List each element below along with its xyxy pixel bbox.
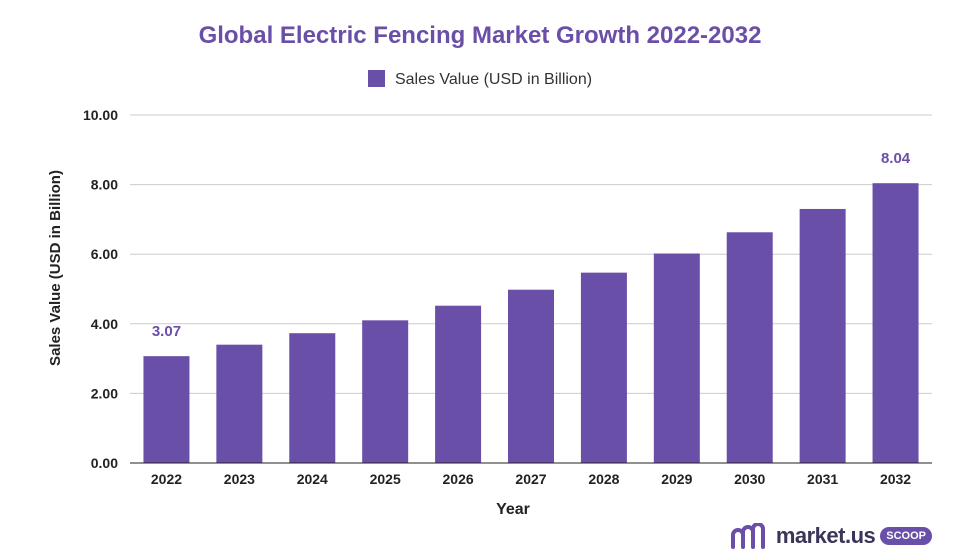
y-axis-title: Sales Value (USD in Billion) xyxy=(47,170,64,366)
x-tick-label: 2023 xyxy=(224,471,255,487)
bar-2028 xyxy=(580,272,627,463)
x-tick-label: 2027 xyxy=(515,471,546,487)
data-label: 8.04 xyxy=(881,150,911,167)
market-us-logo-icon xyxy=(730,523,765,549)
x-tick-label: 2026 xyxy=(443,471,474,487)
y-tick-label: 8.00 xyxy=(91,177,118,193)
x-tick-label: 2025 xyxy=(370,471,401,487)
y-tick-label: 2.00 xyxy=(91,385,118,401)
legend-swatch xyxy=(367,70,385,87)
x-tick-label: 2030 xyxy=(734,471,765,487)
data-labels: 3.07 8.04 xyxy=(152,150,911,340)
brand-badge: SCOOP xyxy=(880,527,932,545)
bar-2024 xyxy=(289,333,336,463)
legend: Sales Value (USD in Billion) xyxy=(0,70,960,89)
x-axis-title: Year xyxy=(496,501,530,518)
x-tick-label: 2028 xyxy=(588,471,619,487)
y-tick-label: 0.00 xyxy=(91,455,118,471)
bar-2032 xyxy=(872,183,919,463)
bars xyxy=(143,183,919,463)
bar-2031 xyxy=(799,208,846,463)
bar-2029 xyxy=(653,253,700,463)
x-tick-label: 2032 xyxy=(880,471,911,487)
bar-2023 xyxy=(216,344,263,463)
bar-2026 xyxy=(435,305,482,463)
bar-2025 xyxy=(362,320,409,463)
x-tick-label: 2031 xyxy=(807,471,838,487)
bar-2022 xyxy=(143,356,190,463)
brand-logo: market.us SCOOP xyxy=(730,522,932,550)
x-tick-label: 2029 xyxy=(661,471,692,487)
chart-title: Global Electric Fencing Market Growth 20… xyxy=(198,22,762,49)
data-label: 3.07 xyxy=(152,323,181,340)
legend-label: Sales Value (USD in Billion) xyxy=(394,71,593,88)
x-axis-ticks: 2022 2023 2024 2025 2026 2027 2028 2029 2030 2031… xyxy=(151,471,911,487)
bar-2027 xyxy=(508,289,554,463)
bar-2030 xyxy=(726,232,773,463)
y-axis-ticks: 0.00 2.00 4.00 6.00 8.00 10.00 xyxy=(83,107,118,471)
y-tick-label: 4.00 xyxy=(91,316,118,332)
brand-name: market.us xyxy=(775,523,876,548)
y-tick-label: 6.00 xyxy=(91,246,118,262)
y-tick-label: 10.00 xyxy=(83,107,118,123)
x-tick-label: 2024 xyxy=(297,471,328,487)
x-tick-label: 2022 xyxy=(151,471,182,487)
